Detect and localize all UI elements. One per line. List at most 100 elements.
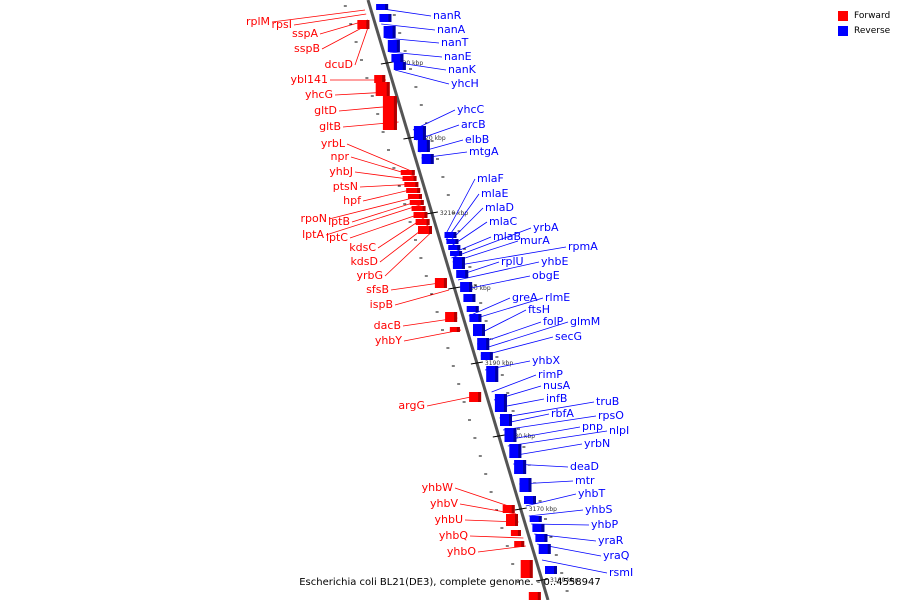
gene-block-shade: [533, 496, 536, 504]
reverse-gene-label-ftsH: ftsH: [528, 303, 550, 316]
reverse-swatch-icon: [838, 25, 848, 36]
forward-gene-label-ptsN: ptsN: [333, 180, 358, 193]
gene-block-shade: [475, 306, 479, 312]
forward-gene-label-kdsD: kdsD: [350, 255, 378, 268]
forward-leader-line: [454, 487, 515, 509]
reverse-leader-line: [444, 178, 476, 237]
forward-gene-label-rpsI: rpsI: [272, 18, 292, 31]
forward-leader-line: [354, 23, 370, 66]
forward-gene-label-yhbQ: yhbQ: [439, 529, 468, 542]
reverse-gene-label-mlaF: mlaF: [477, 172, 504, 185]
gene-block-shade: [418, 194, 422, 199]
gene-block-shade: [455, 239, 459, 244]
reverse-gene-label-nanK: nanK: [448, 63, 477, 76]
forward-gene-label-rpoN: rpoN: [301, 212, 327, 225]
forward-gene-label-yhcG: yhcG: [305, 88, 333, 101]
reverse-gene-label-greA: greA: [512, 291, 538, 304]
legend-label-reverse: Reverse: [854, 25, 891, 36]
gene-block-shade: [415, 182, 419, 187]
forward-gene-block: [469, 392, 482, 402]
forward-leader-line: [469, 535, 524, 539]
scale-tick-label: 3230 kbp: [395, 60, 423, 67]
gene-block-shade: [513, 428, 517, 442]
forward-gene-block: [404, 182, 419, 187]
gene-block-shade: [459, 251, 463, 256]
forward-gene-label-sfsB: sfsB: [366, 283, 389, 296]
forward-gene-label-yrbG: yrbG: [356, 269, 383, 282]
reverse-leader-line: [385, 37, 440, 44]
forward-gene-label-gltD: gltD: [314, 104, 337, 117]
reverse-leader-line: [451, 227, 532, 259]
gene-block-shade: [385, 4, 389, 10]
reverse-gene-label-yhbS: yhbS: [585, 503, 612, 516]
gene-block-shade: [422, 126, 426, 140]
forward-gene-label-yhbY: yhbY: [375, 334, 402, 347]
forward-gene-label-rplM: rplM: [246, 15, 270, 28]
gene-block-shade: [469, 282, 473, 292]
forward-leader-line: [328, 195, 421, 220]
gene-block-shade: [518, 444, 522, 458]
reverse-leader-line: [381, 23, 436, 31]
gene-block-shade: [478, 392, 482, 402]
gene-block-shade: [521, 541, 525, 547]
scale-tick: [425, 211, 438, 215]
forward-leader-line: [271, 9, 366, 23]
reverse-gene-block: [421, 154, 434, 164]
gene-block-shade: [538, 516, 542, 522]
reverse-gene-label-infB: infB: [546, 392, 567, 405]
gene-block-shade: [509, 414, 512, 426]
scale-tick-label: 3170 kbp: [529, 506, 557, 513]
reverse-gene-block: [391, 54, 404, 62]
gene-block-shade: [388, 14, 392, 22]
gene-block-shade: [366, 20, 370, 29]
forward-gene-block: [409, 200, 424, 205]
gene-block-shade: [400, 54, 404, 62]
reverse-gene-block: [448, 245, 461, 250]
reverse-gene-label-mtgA: mtgA: [469, 145, 499, 158]
forward-gene-label-dacB: dacB: [374, 319, 401, 332]
gene-block-shade: [528, 478, 532, 492]
scale-tick-label: 3210 kbp: [440, 210, 468, 217]
forward-gene-label-yhbV: yhbV: [430, 497, 458, 510]
forward-gene-label-yhbW: yhbW: [422, 481, 453, 494]
gene-block-shade: [517, 530, 521, 536]
reverse-leader-line: [468, 297, 511, 317]
reverse-gene-label-yhbE: yhbE: [541, 255, 568, 268]
reverse-leader-line: [541, 559, 608, 574]
gene-block-shade: [424, 212, 428, 218]
forward-gene-label-sspB: sspB: [294, 42, 320, 55]
gene-block-shade: [453, 232, 457, 238]
gene-block-shade: [396, 40, 400, 52]
forward-gene-label-ybl141: ybl141: [290, 73, 328, 86]
forward-gene-label-hpf: hpf: [343, 194, 362, 207]
reverse-leader-line: [507, 430, 608, 447]
forward-gene-block: [382, 96, 397, 130]
gene-block-shade: [429, 226, 432, 234]
gene-block-shade: [386, 82, 390, 96]
reverse-leader-line: [457, 261, 540, 281]
reverse-gene-label-mtr: mtr: [575, 474, 595, 487]
gene-block-shade: [402, 62, 406, 70]
reverse-gene-block: [466, 306, 479, 312]
legend-label-forward: Forward: [854, 10, 891, 21]
forward-gene-block: [502, 505, 515, 513]
reverse-gene-block: [469, 314, 482, 322]
forward-gene-block: [445, 312, 458, 322]
reverse-gene-block: [460, 282, 473, 292]
gene-block-shade: [511, 505, 515, 513]
reverse-gene-label-elbB: elbB: [465, 133, 489, 146]
scale-tick: [470, 361, 483, 365]
reverse-gene-label-rimP: rimP: [538, 368, 563, 381]
scale-tick-label: 3180 kbp: [507, 433, 535, 440]
reverse-gene-label-nanA: nanA: [437, 23, 466, 36]
legend: Forward Reverse: [838, 8, 890, 38]
forward-gene-block: [413, 212, 428, 218]
legend-item-reverse: Reverse: [838, 23, 890, 38]
forward-gene-block: [357, 20, 370, 29]
reverse-gene-label-yrbN: yrbN: [584, 437, 610, 450]
gene-block-shade: [472, 294, 476, 302]
reverse-gene-block: [538, 544, 551, 554]
forward-gene-label-npr: npr: [331, 150, 350, 163]
reverse-gene-block: [529, 516, 542, 522]
